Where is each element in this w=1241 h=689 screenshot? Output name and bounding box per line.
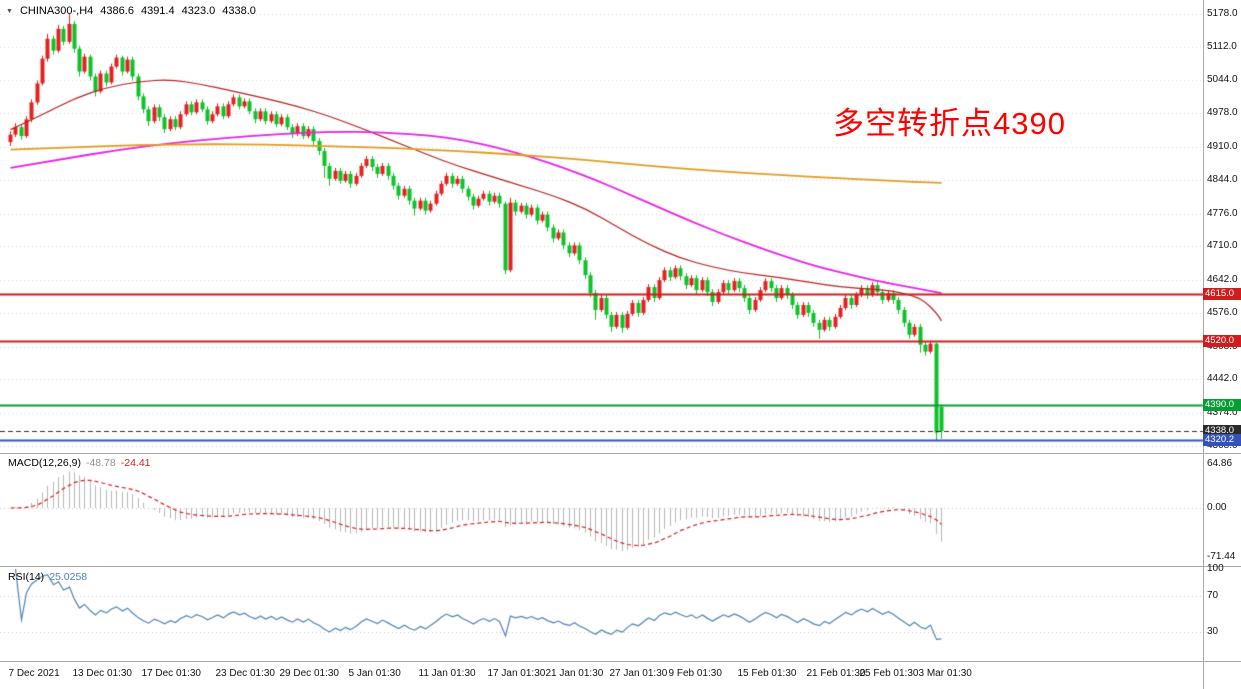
macd-name: MACD(12,26,9): [8, 457, 81, 469]
time-tick: 7 Dec 2021: [8, 668, 60, 679]
time-tick: 13 Dec 01:30: [72, 668, 133, 679]
annotation-text: 多空转折点4390: [833, 106, 1066, 141]
rsi-name: RSI(14): [8, 571, 45, 583]
price-tick: 4910.0: [1207, 141, 1238, 153]
rsi-label: RSI(14) 25.0258: [8, 571, 87, 583]
price-tick: 5044.0: [1207, 74, 1238, 86]
time-tick: 21 Feb 01:30: [806, 668, 866, 679]
price-axis[interactable]: [1204, 0, 1241, 661]
price-tick: 5112.0: [1207, 40, 1237, 52]
macd-signal-value: -24.41: [120, 457, 151, 469]
panel-separator-rsi[interactable]: [0, 566, 1241, 567]
price-tick: 5178.0: [1207, 7, 1238, 19]
rsi-axis-tick: 30: [1207, 626, 1219, 637]
price-line-badge: 4320.2: [1203, 434, 1241, 446]
symbol-label: CHINA300-,H4: [19, 5, 94, 17]
chart-header: ▼ CHINA300-,H4 4386.6 4391.4 4323.0 4338…: [6, 5, 256, 17]
rsi-axis-tick: 70: [1207, 590, 1219, 601]
macd-label: MACD(12,26,9) -48.78 -24.41: [8, 457, 151, 469]
price-tick: 4844.0: [1207, 173, 1238, 185]
macd-axis-tick: 0.00: [1207, 502, 1227, 513]
price-tick: 4978.0: [1207, 107, 1238, 119]
ohlc-close: 4338.0: [222, 5, 256, 17]
ohlc-open: 4386.6: [100, 5, 134, 17]
rsi-axis-tick: 100: [1207, 563, 1224, 574]
time-tick: 11 Jan 01:30: [418, 668, 476, 679]
price-tick: 4576.0: [1207, 306, 1238, 318]
time-tick: 21 Jan 01:30: [545, 668, 604, 679]
ohlc-high: 4391.4: [140, 5, 175, 17]
time-tick: 17 Dec 01:30: [141, 668, 202, 679]
price-tick: 4442.0: [1207, 373, 1238, 385]
time-tick: 23 Dec 01:30: [215, 668, 276, 679]
time-tick: 17 Jan 01:30: [487, 668, 546, 679]
time-tick: 5 Jan 01:30: [348, 668, 401, 679]
price-tick: 4642.0: [1207, 274, 1238, 286]
panel-separator-macd[interactable]: [0, 453, 1241, 454]
price-line-badge: 4615.0: [1203, 288, 1241, 300]
price-tick: 4710.0: [1207, 240, 1238, 252]
time-tick: 25 Feb 01:30: [859, 668, 919, 679]
time-tick: 27 Jan 01:30: [609, 668, 668, 679]
chart-menu-arrow-icon[interactable]: ▼: [6, 7, 13, 15]
price-line-badge: 4520.0: [1203, 335, 1241, 347]
price-line-badge: 4390.0: [1203, 399, 1241, 411]
time-tick: 15 Feb 01:30: [737, 668, 797, 679]
ohlc-low: 4323.0: [181, 5, 216, 17]
time-tick: 3 Mar 01:30: [918, 668, 972, 679]
time-tick: 29 Dec 01:30: [279, 668, 340, 679]
price-tick: 4776.0: [1207, 207, 1238, 219]
macd-axis-tick: -71.44: [1207, 550, 1236, 562]
rsi-value: 25.0258: [49, 571, 88, 583]
macd-axis-tick: 64.86: [1207, 457, 1233, 469]
time-tick: 9 Feb 01:30: [668, 668, 722, 679]
panel-separator-timeaxis[interactable]: [0, 661, 1241, 662]
macd-main-value: -48.78: [85, 457, 116, 469]
price-tick: 4374.0: [1207, 407, 1238, 419]
